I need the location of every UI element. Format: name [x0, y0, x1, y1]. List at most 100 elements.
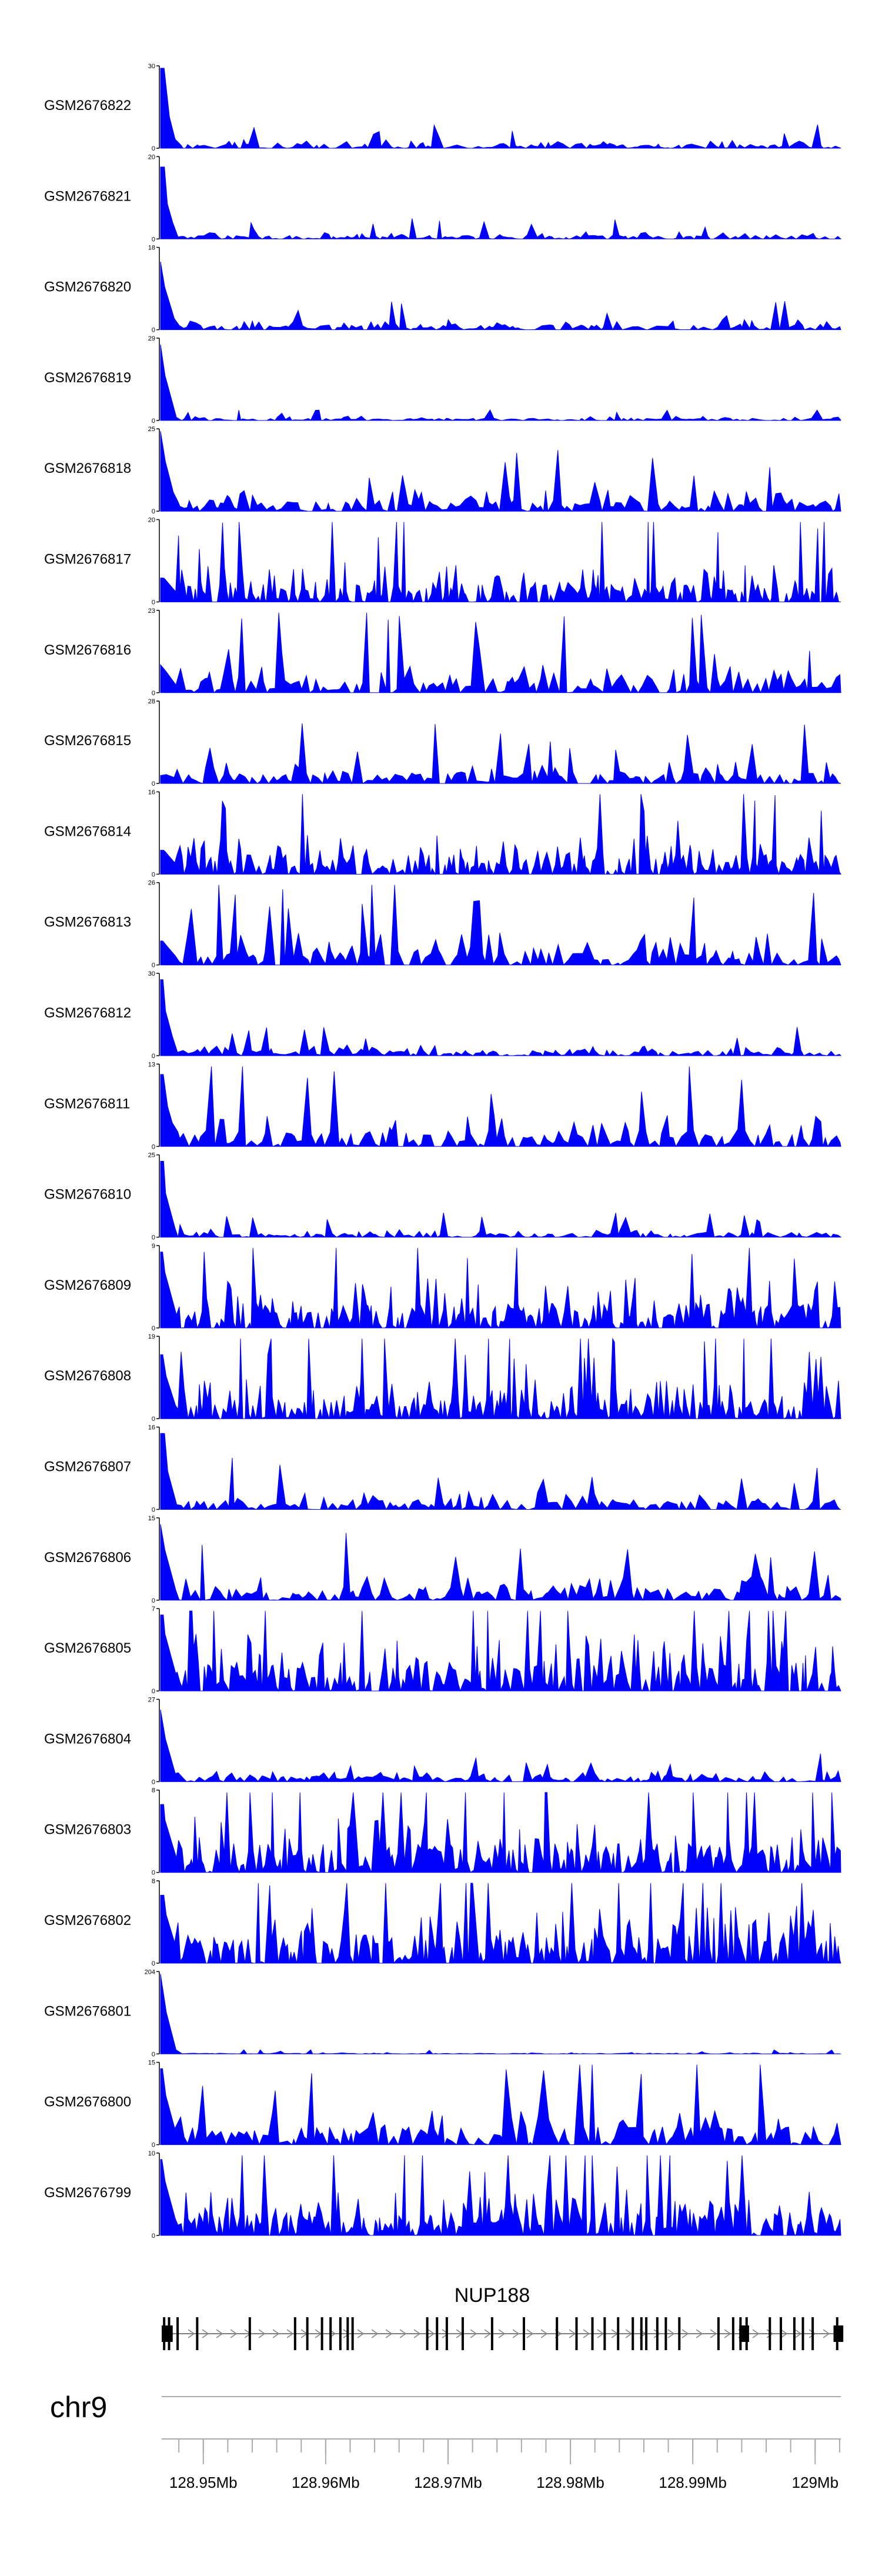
genome-axis: chr9 128.95Mb 128.96Mb 128.97Mb 128.98Mb 128… [50, 2391, 841, 2491]
exon [678, 2317, 681, 2350]
track-GSM2676811: GSM2676811 13 0 [44, 1061, 841, 1150]
exon [293, 2317, 296, 2350]
track-GSM2676803: GSM2676803 8 0 [44, 1787, 841, 1877]
track-label: GSM2676808 [44, 1368, 131, 1384]
track-label: GSM2676810 [44, 1187, 131, 1203]
exon [575, 2317, 578, 2350]
track-GSM2676806: GSM2676806 15 0 [44, 1515, 841, 1604]
exon-block [162, 2325, 173, 2342]
y-max-label: 8 [152, 1878, 155, 1885]
exon [717, 2317, 720, 2350]
strand-arrow [710, 2329, 717, 2338]
strand-arrow [258, 2329, 266, 2338]
tick-label: 128.97Mb [414, 2474, 482, 2491]
y-min-label: 0 [152, 145, 155, 152]
axis-ticks: 128.95Mb 128.96Mb 128.97Mb 128.98Mb 128.99Mb… [169, 2439, 840, 2491]
exon [490, 2317, 493, 2350]
y-max-label: 204 [145, 1968, 155, 1976]
strand-arrow [470, 2329, 477, 2338]
strand-arrow [597, 2329, 604, 2338]
y-max-label: 23 [148, 608, 155, 615]
strand-arrow [371, 2329, 379, 2338]
strand-arrow [583, 2329, 590, 2338]
exon [196, 2317, 199, 2350]
strand-arrow [780, 2329, 788, 2338]
exon [617, 2317, 620, 2350]
strand-arrow [286, 2329, 294, 2338]
coverage-area [160, 1066, 841, 1147]
track-GSM2676810: GSM2676810 25 0 [44, 1152, 842, 1242]
y-min-label: 0 [152, 690, 155, 697]
y-max-label: 16 [148, 789, 155, 796]
strand-arrow [653, 2329, 661, 2338]
strand-arrow [526, 2329, 534, 2338]
strand-arrow [681, 2329, 689, 2338]
strand-arrow [823, 2329, 830, 2338]
exon [780, 2317, 783, 2350]
strand-arrow [808, 2329, 816, 2338]
coverage-area [160, 1792, 841, 1874]
tick-label: 128.98Mb [536, 2474, 604, 2491]
y-max-label: 26 [148, 880, 155, 887]
y-min-label: 0 [152, 780, 155, 788]
exon [306, 2317, 309, 2350]
strand-arrow [724, 2329, 731, 2338]
gene-track: NUP188 [162, 2284, 844, 2350]
track-label: GSM2676818 [44, 461, 131, 476]
y-min-label: 0 [152, 508, 155, 515]
track-label: GSM2676802 [44, 1913, 131, 1928]
y-max-label: 30 [148, 970, 155, 977]
tick-label: 128.96Mb [292, 2474, 360, 2491]
strand-arrow [230, 2329, 238, 2338]
y-max-label: 20 [148, 154, 155, 161]
coverage-area [160, 1160, 842, 1238]
y-min-label: 0 [152, 1688, 155, 1695]
exon [445, 2317, 448, 2350]
coverage-area [160, 1247, 841, 1329]
coverage-area [160, 723, 841, 785]
track-GSM2676802: GSM2676802 8 0 [44, 1878, 841, 1967]
track-label: GSM2676807 [44, 1459, 131, 1475]
y-max-label: 18 [148, 245, 155, 252]
y-max-label: 8 [152, 1787, 155, 1794]
track-label: GSM2676805 [44, 1640, 131, 1656]
strand-arrow [427, 2329, 435, 2338]
gene-name: NUP188 [455, 2284, 530, 2307]
tick-label: 128.95Mb [169, 2474, 238, 2491]
coverage-area [160, 979, 842, 1056]
exon [351, 2317, 354, 2350]
y-min-label: 0 [152, 327, 155, 334]
exon [632, 2317, 634, 2350]
track-label: GSM2676816 [44, 642, 131, 658]
exon [556, 2317, 559, 2350]
y-min-label: 0 [152, 2233, 155, 2240]
coverage-area [160, 166, 842, 240]
track-label: GSM2676800 [44, 2094, 131, 2110]
strand-arrow [498, 2329, 506, 2338]
track-label: GSM2676806 [44, 1550, 131, 1566]
coverage-area [160, 68, 841, 149]
y-max-label: 27 [148, 1696, 155, 1703]
y-max-label: 15 [148, 1515, 155, 1522]
coverage-area [160, 1433, 841, 1510]
y-min-label: 0 [152, 1778, 155, 1786]
track-label: GSM2676822 [44, 98, 131, 114]
exon [346, 2317, 349, 2350]
coverage-area [160, 1974, 841, 2054]
strand-arrow [385, 2329, 393, 2338]
exon [603, 2317, 606, 2350]
strand-arrow [399, 2329, 407, 2338]
coverage-area [160, 2064, 841, 2146]
strand-arrow [512, 2329, 520, 2338]
y-max-label: 15 [148, 2060, 155, 2067]
exon [248, 2317, 251, 2350]
exon-block [739, 2325, 749, 2342]
track-GSM2676812: GSM2676812 30 0 [44, 970, 842, 1060]
track-label: GSM2676812 [44, 1005, 131, 1021]
y-max-label: 19 [148, 1333, 155, 1340]
strand-arrow [569, 2329, 576, 2338]
y-min-label: 0 [152, 1325, 155, 1332]
coverage-area [160, 1883, 841, 1964]
track-label: GSM2676820 [44, 279, 131, 295]
y-max-label: 29 [148, 335, 155, 342]
